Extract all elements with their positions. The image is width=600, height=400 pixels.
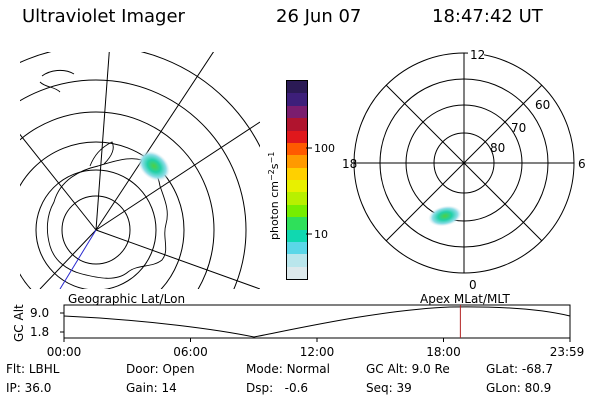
lat-circle [20, 111, 215, 289]
lat-label-60: 60 [535, 98, 550, 112]
aurora-spot [137, 150, 171, 182]
date-label: 26 Jun 07 [276, 6, 362, 27]
meridian-line [20, 133, 97, 231]
door-info: Door: Open [126, 362, 195, 376]
colorbar-segment [287, 130, 307, 143]
meridian-line [39, 229, 97, 289]
gain-info: Gain: 14 [126, 381, 177, 395]
peninsula-coast [89, 141, 114, 167]
geographic-map [20, 52, 260, 289]
meridian-line [95, 52, 215, 231]
seq-info: Seq: 39 [366, 381, 412, 395]
filter-info: Flt: LBHL [6, 362, 60, 376]
coastline [46, 158, 168, 279]
lat-circle [20, 141, 185, 289]
mlt-label-0: 0 [469, 278, 477, 292]
lat-label-80: 80 [490, 141, 505, 155]
colorbar-segment [287, 266, 307, 279]
time-label: 18:47:42 UT [432, 6, 543, 27]
sun-direction-line [59, 229, 97, 289]
colorbar-unit-label: photon cm−2s−1 [267, 152, 281, 240]
meridian-line [95, 229, 260, 289]
glon-info: GLon: 80.9 [486, 381, 552, 395]
colorbar [286, 80, 308, 280]
glat-info: GLat: -68.7 [486, 362, 553, 376]
colorbar-label: photon cm−2s−1 [267, 152, 281, 240]
aurora-spot [428, 205, 462, 227]
colorbar-segment [287, 155, 307, 168]
colorbar-segment [287, 180, 307, 193]
y-max-label: 9.0 [30, 306, 49, 320]
time-tick-label: 12:00 [300, 345, 335, 359]
time-tick-label: 18:00 [426, 345, 461, 359]
colorbar-segment [287, 204, 307, 218]
colorbar-segment [287, 254, 307, 267]
time-tick-label: 06:00 [173, 345, 208, 359]
colorbar-segment [287, 105, 307, 119]
meridian-line [95, 121, 260, 231]
y-axis-label: GC Alt [12, 304, 26, 342]
meridian-line [95, 52, 110, 231]
colorbar-segment [287, 229, 307, 242]
colorbar-segment [287, 167, 307, 180]
ip-info: IP: 36.0 [6, 381, 52, 395]
mlt-label-18: 18 [342, 157, 357, 171]
lat-circle [20, 52, 260, 148]
colorbar-segment [287, 118, 307, 131]
colorbar-segment [287, 81, 307, 94]
lat-circle [20, 79, 247, 289]
colorbar-segment [287, 142, 307, 156]
colorbar-axis: 100 10 [306, 142, 335, 241]
time-tick-label: 23:59 [550, 345, 585, 359]
mode-info: Mode: Normal [246, 362, 330, 376]
left-panel-label: Geographic Lat/Lon [68, 292, 186, 306]
lat-circle [35, 169, 157, 289]
app-title: Ultraviolet Imager [22, 6, 185, 27]
mlt-label-6: 6 [578, 157, 586, 171]
mlt-label-12: 12 [470, 48, 485, 62]
dsp-info: Dsp: -0.6 [246, 381, 309, 395]
altitude-curve [63, 306, 571, 338]
time-tick-label: 00:00 [47, 345, 82, 359]
coastline-fragment [39, 69, 75, 93]
altitude-timeline: 9.0 1.8 GC Alt 00:00 06:00 12:00 18:00 2… [12, 304, 585, 359]
colorbar-tick-10: 10 [314, 228, 328, 241]
polar-plot: 12 0 18 6 60 70 80 [342, 47, 586, 292]
gc-alt-info: GC Alt: 9.0 Re [366, 362, 450, 376]
diagonal-line [385, 84, 543, 242]
colorbar-segment [287, 241, 307, 255]
colorbar-segment [287, 93, 307, 106]
colorbar-segment [287, 217, 307, 230]
right-panel-label: Apex MLat/MLT [420, 292, 510, 306]
colorbar-segment [287, 192, 307, 205]
colorbar-tick-100: 100 [314, 142, 335, 155]
y-min-label: 1.8 [30, 325, 49, 339]
lat-circle [61, 195, 131, 265]
lat-label-70: 70 [511, 121, 526, 135]
